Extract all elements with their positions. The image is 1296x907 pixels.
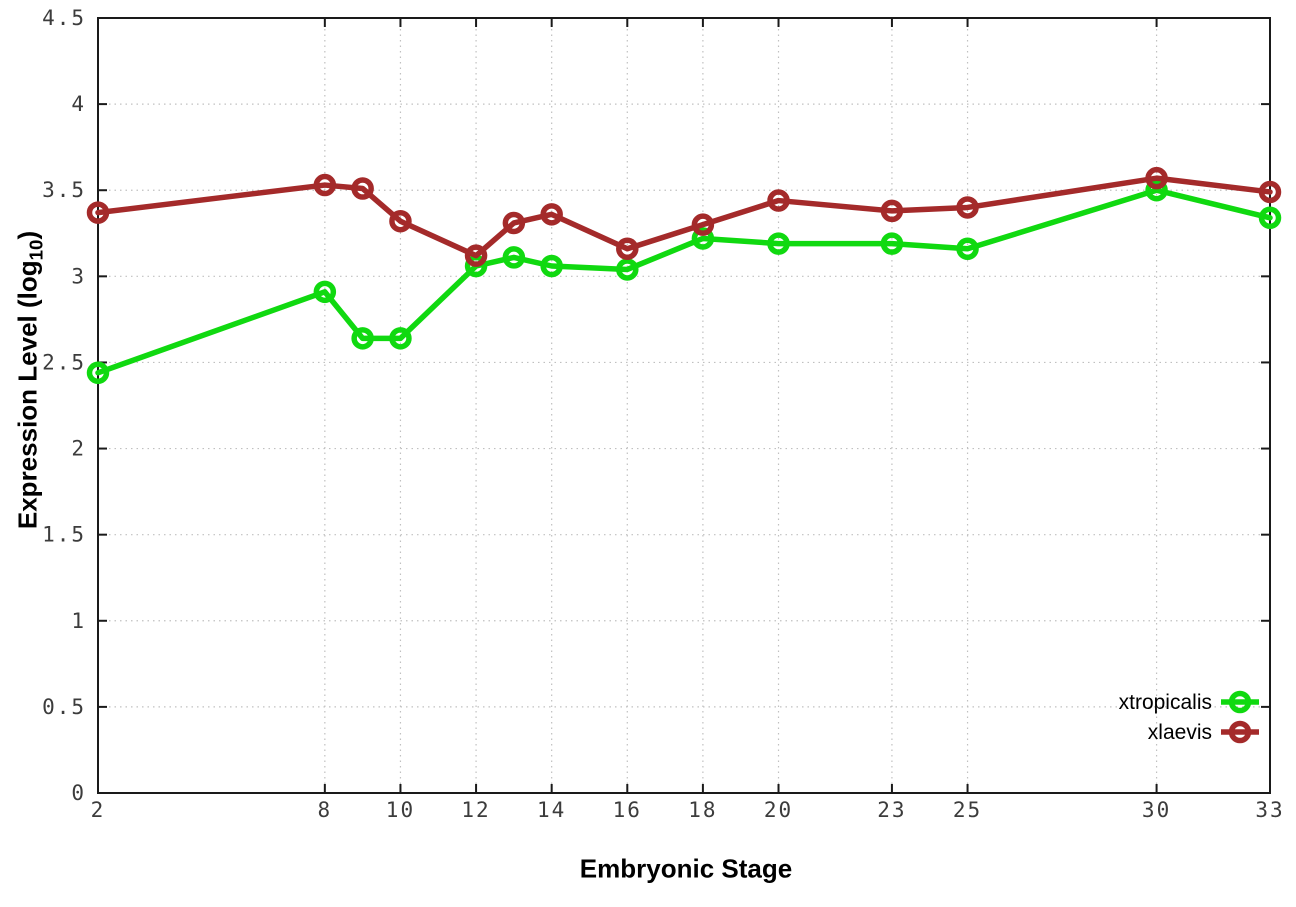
x-tick-label: 14 bbox=[537, 798, 566, 822]
data-point-xlaevis bbox=[464, 244, 488, 267]
legend-label-xtropicalis: xtropicalis bbox=[1119, 691, 1212, 714]
legend-marker-xlaevis bbox=[1228, 720, 1252, 744]
legend-item-xlaevis: xlaevis bbox=[1148, 720, 1259, 744]
y-tick-label: 2.5 bbox=[42, 350, 86, 374]
x-tick-label: 33 bbox=[1255, 798, 1284, 822]
data-point-xlaevis bbox=[351, 177, 374, 200]
series-line-xtropicalis bbox=[95, 187, 1273, 376]
x-tick-label: 25 bbox=[953, 798, 982, 822]
data-point-xlaevis bbox=[691, 213, 715, 236]
y-tick-label: 1.5 bbox=[42, 523, 86, 547]
y-tick-label: 2 bbox=[71, 437, 86, 461]
data-point-xtropicalis bbox=[86, 361, 110, 385]
data-point-xtropicalis bbox=[880, 232, 904, 255]
x-tick-label: 12 bbox=[461, 798, 490, 822]
x-tick-label: 10 bbox=[386, 798, 415, 822]
x-tick-label: 30 bbox=[1142, 798, 1171, 822]
y-tick-label: 0 bbox=[71, 781, 86, 805]
x-tick-label: 8 bbox=[318, 798, 333, 822]
data-point-xlaevis bbox=[880, 199, 904, 223]
data-point-xtropicalis bbox=[616, 258, 639, 281]
tick-marks bbox=[97, 17, 1271, 794]
y-tick-label: 4.5 bbox=[42, 6, 86, 30]
plot-border bbox=[97, 17, 1271, 794]
y-tick-label: 3 bbox=[71, 264, 86, 288]
x-tick-labels: 2 8 10 12 14 16 18 20 23 25 30 33 bbox=[91, 798, 1284, 822]
data-point-xlaevis bbox=[86, 201, 110, 224]
y-tick-label: 1 bbox=[71, 609, 86, 633]
x-axis-title-text: Embryonic Stage bbox=[579, 853, 793, 884]
y-tick-label: 0.5 bbox=[42, 695, 86, 719]
legend-marker-xtropicalis bbox=[1228, 690, 1252, 714]
data-point-xlaevis bbox=[540, 203, 563, 226]
gridlines bbox=[97, 17, 1271, 793]
x-tick-label: 23 bbox=[877, 798, 906, 822]
data-point-xlaevis bbox=[956, 196, 979, 219]
legend: xtropicalis xlaevis bbox=[1119, 690, 1259, 744]
series-xtropicalis bbox=[86, 178, 1282, 385]
y-axis-title-main: Expression Level (log bbox=[12, 260, 43, 530]
series-xlaevis bbox=[86, 166, 1282, 267]
data-point-xlaevis bbox=[502, 211, 526, 235]
legend-label-xlaevis: xlaevis bbox=[1148, 721, 1212, 744]
x-axis-title: Embryonic Stage bbox=[580, 854, 792, 885]
data-point-xtropicalis bbox=[691, 227, 715, 250]
y-tick-label: 3.5 bbox=[42, 178, 86, 202]
y-tick-labels: 0 0.5 1 1.5 2 2.5 3 3.5 4 4.5 bbox=[42, 6, 86, 805]
data-point-xlaevis bbox=[313, 173, 337, 197]
x-tick-label: 16 bbox=[613, 798, 642, 822]
legend-item-xtropicalis: xtropicalis bbox=[1119, 690, 1259, 714]
y-tick-label: 4 bbox=[71, 92, 86, 116]
data-point-xtropicalis bbox=[502, 246, 526, 269]
x-tick-label: 20 bbox=[764, 798, 793, 822]
data-point-xtropicalis bbox=[313, 280, 337, 304]
y-axis-title: Expression Level (log10) bbox=[13, 231, 48, 529]
x-tick-label: 2 bbox=[91, 798, 106, 822]
data-point-xtropicalis bbox=[389, 327, 412, 350]
data-point-xtropicalis bbox=[540, 254, 563, 278]
y-axis-title-close: ) bbox=[12, 230, 43, 240]
data-point-xlaevis bbox=[1145, 166, 1168, 190]
data-point-xlaevis bbox=[389, 209, 412, 233]
data-point-xlaevis bbox=[767, 189, 790, 212]
data-point-xtropicalis bbox=[767, 232, 790, 255]
data-point-xlaevis bbox=[1258, 180, 1282, 204]
data-point-xtropicalis bbox=[1258, 206, 1282, 230]
y-axis-title-subscript: 10 bbox=[25, 239, 47, 261]
x-tick-label: 18 bbox=[688, 798, 717, 822]
data-point-xtropicalis bbox=[351, 327, 374, 350]
data-point-xlaevis bbox=[616, 237, 639, 261]
data-point-xtropicalis bbox=[956, 237, 979, 261]
data-point-xtropicalis bbox=[1145, 178, 1168, 202]
